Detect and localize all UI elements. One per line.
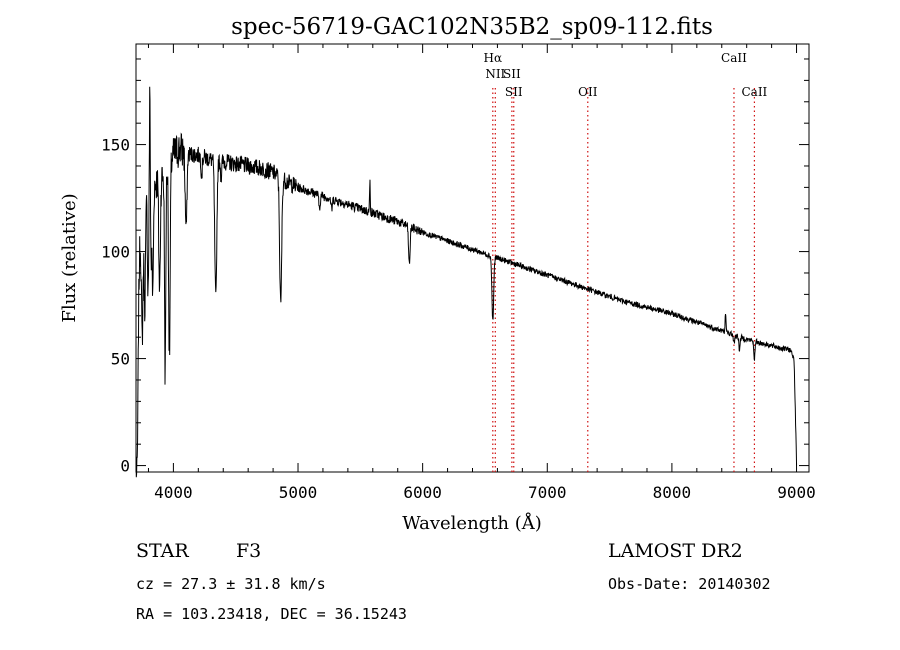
marker-label: OII [578,85,598,99]
x-tick-label: 5000 [279,483,318,502]
marker-label: Hα [484,51,503,65]
chart-title: spec-56719-GAC102N35B2_sp09-112.fits [231,14,713,40]
survey-name: LAMOST DR2 [608,540,743,562]
x-tick-label: 8000 [653,483,692,502]
marker-label: SII [505,85,523,99]
marker-label: CaII [721,51,747,65]
y-axis-ticks: 0 50 100 150 [101,58,809,476]
x-axis-ticks: 4000 5000 6000 7000 8000 9000 [147,44,816,502]
redshift-readout: cz = 27.3 ± 31.8 km/s [136,575,326,593]
x-tick-label: 6000 [403,483,442,502]
y-tick-label: 150 [101,136,130,155]
x-tick-label: 4000 [154,483,193,502]
x-tick-label: 7000 [528,483,567,502]
y-tick-label: 0 [120,457,130,476]
sky-coordinates: RA = 103.23418, DEC = 36.15243 [136,605,407,623]
y-axis-label: Flux (relative) [59,193,80,322]
object-class: STAR [136,540,189,562]
plot-frame [135,43,810,473]
marker-label: SII [503,67,521,81]
x-tick-label: 9000 [777,483,816,502]
y-tick-label: 50 [111,350,130,369]
x-axis-label: Wavelength (Å) [402,512,542,534]
y-tick-label: 100 [101,243,130,262]
object-subclass: F3 [236,540,261,562]
marker-label: CaII [741,85,767,99]
spectrum-line [135,86,797,478]
marker-label: NII [485,67,505,81]
observation-date: Obs-Date: 20140302 [608,575,771,593]
